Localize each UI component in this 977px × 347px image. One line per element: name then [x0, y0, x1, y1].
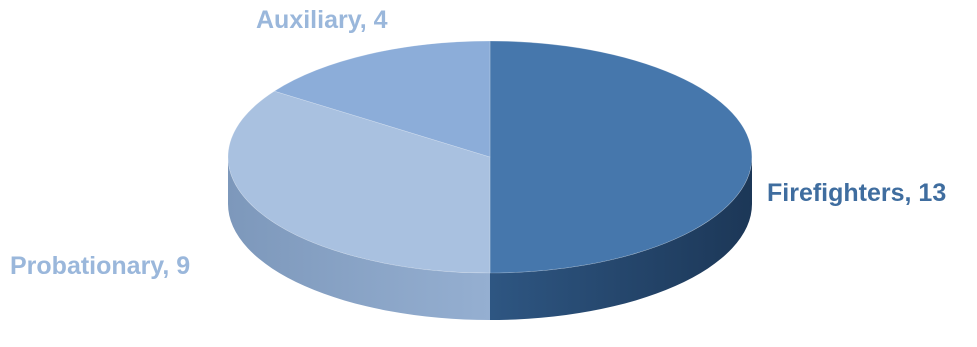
data-label-probationary: Probationary, 9 [10, 252, 191, 280]
pie-top-faces [227, 40, 753, 274]
slice-probationary [227, 90, 491, 274]
slice-firefighters [489, 40, 753, 274]
data-label-auxiliary: Auxiliary, 4 [256, 6, 388, 34]
pie-side-walls [228, 157, 752, 320]
slice-side-probationary [228, 157, 490, 320]
data-label-firefighters: Firefighters, 13 [767, 179, 947, 207]
slice-side-firefighters [490, 157, 752, 320]
slice-auxiliary [273, 40, 491, 158]
